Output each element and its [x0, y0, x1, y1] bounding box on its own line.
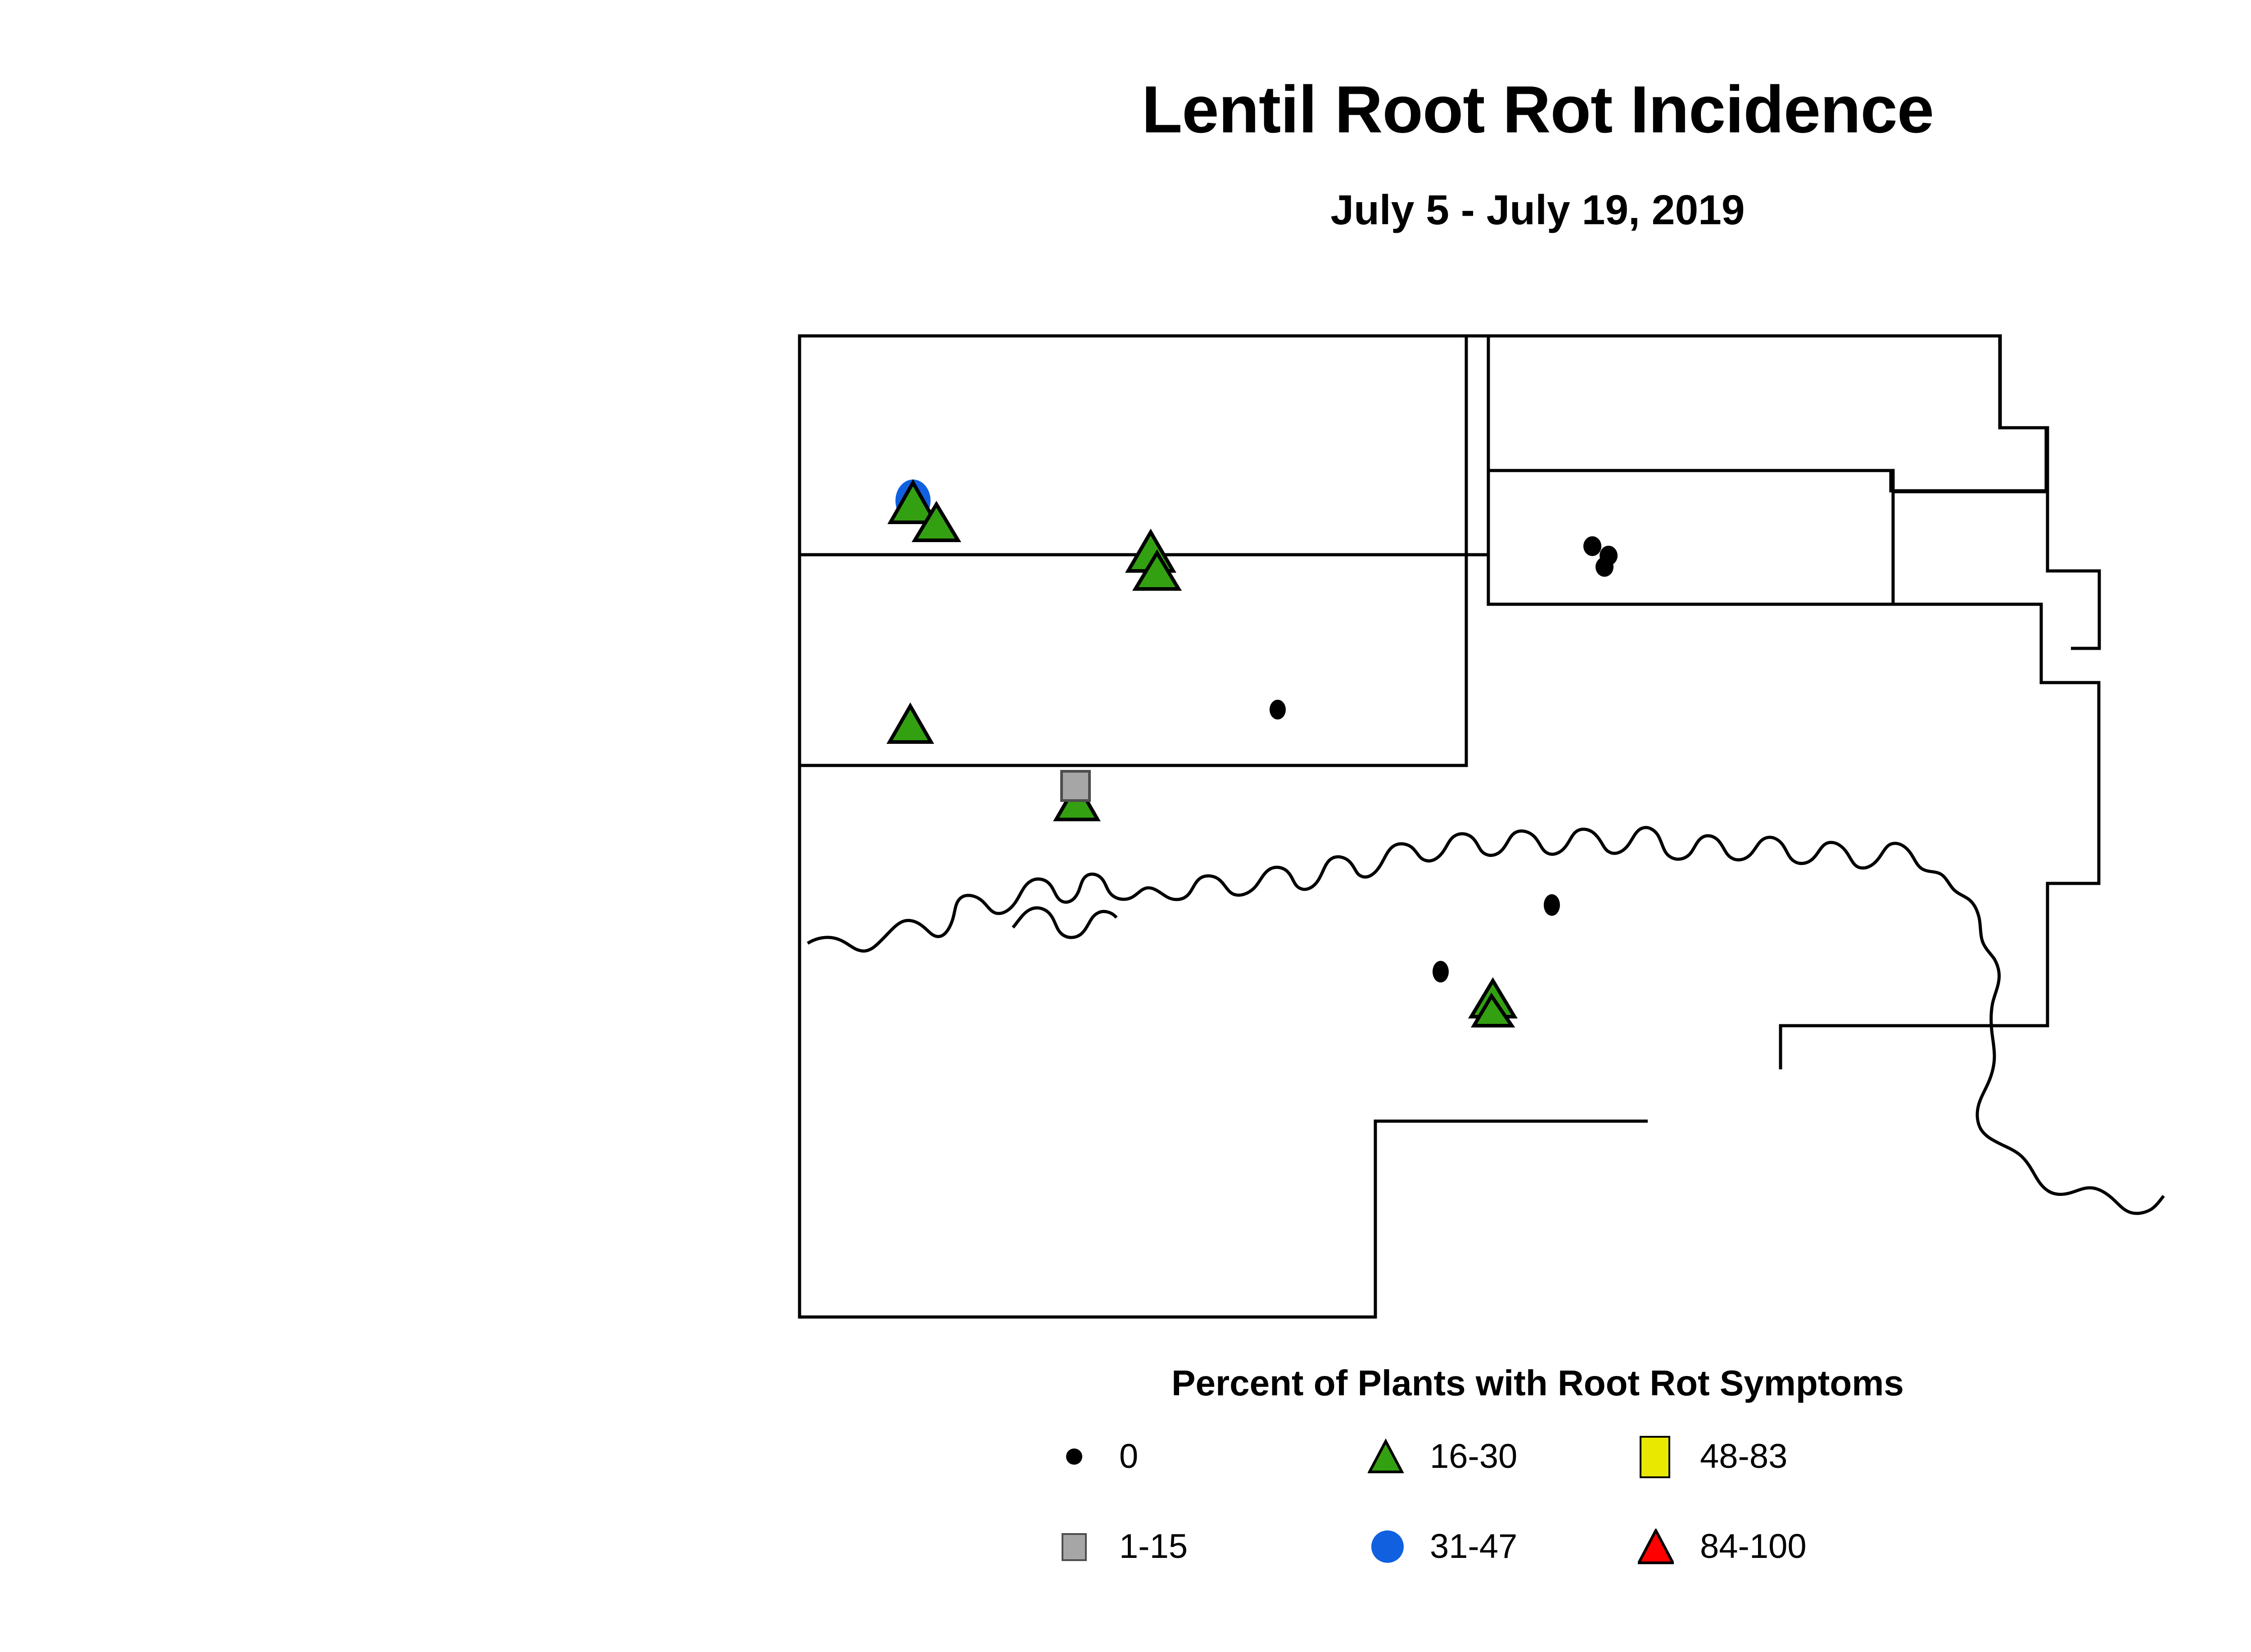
boundary-e-county	[1487, 471, 2101, 650]
legend-item-0[interactable]: 0	[1049, 1432, 1138, 1481]
legend-label: 1-15	[1119, 1527, 1188, 1566]
marker-dot-0[interactable]	[1270, 700, 1286, 720]
marker-triangle-16-30[interactable]	[886, 702, 934, 744]
boundary-east-step-2	[2048, 683, 2101, 885]
river-boundary-mid	[1012, 906, 1118, 939]
marker-dot-0[interactable]	[1433, 961, 1449, 982]
boundary-east-step-3	[1781, 883, 2049, 1027]
legend-label: 48-83	[1700, 1437, 1788, 1475]
legend-item-16-30[interactable]: 16-30	[1360, 1432, 1517, 1481]
boundary-ne-outline	[1466, 334, 2049, 493]
legend-label: 31-47	[1430, 1527, 1518, 1566]
triangle-green-icon	[1360, 1434, 1414, 1479]
river-boundary-lower	[1921, 867, 2165, 1215]
boundary-ne-county	[1466, 334, 2048, 493]
county-boundaries	[798, 334, 2165, 1319]
circle-blue-icon	[1360, 1524, 1414, 1569]
square-yellow-icon	[1630, 1434, 1684, 1479]
marker-dot-0[interactable]	[1544, 894, 1560, 916]
page-subtitle: July 5 - July 19, 2019	[1330, 186, 1745, 233]
marker-dot-0[interactable]	[1583, 536, 1601, 556]
legend-title: Percent of Plants with Root Rot Symptoms	[1171, 1363, 1904, 1403]
marker-triangle-16-30[interactable]	[1132, 549, 1182, 591]
triangle-red-icon	[1630, 1524, 1684, 1569]
legend-item-48-83[interactable]: 48-83	[1630, 1432, 1787, 1481]
boundary-east-main	[1488, 602, 2101, 1069]
boundary-east-step-1	[2039, 604, 2099, 684]
legend-item-31-47[interactable]: 31-47	[1360, 1522, 1517, 1571]
data-markers	[886, 479, 1618, 1027]
marker-dot-0[interactable]	[1596, 557, 1614, 577]
boundary-sw-county	[798, 765, 1648, 1319]
marker-triangle-16-30[interactable]	[911, 501, 962, 542]
marker-square-1-15[interactable]	[1060, 770, 1091, 802]
legend-item-1-15[interactable]: 1-15	[1049, 1522, 1188, 1571]
page-title: Lentil Root Rot Incidence	[1141, 72, 1934, 147]
circle-small-icon	[1049, 1434, 1103, 1479]
legend-label: 84-100	[1700, 1527, 1807, 1566]
marker-triangle-16-30[interactable]	[887, 479, 939, 524]
legend: 0 16-30 48-83 1-15	[1049, 1432, 2039, 1621]
marker-triangle-16-30[interactable]	[1470, 992, 1515, 1027]
legend-label: 0	[1119, 1437, 1139, 1475]
legend-label: 16-30	[1430, 1437, 1518, 1475]
square-gray-icon	[1049, 1524, 1103, 1569]
legend-item-84-100[interactable]: 84-100	[1630, 1522, 1807, 1571]
river-boundary	[807, 826, 1923, 953]
